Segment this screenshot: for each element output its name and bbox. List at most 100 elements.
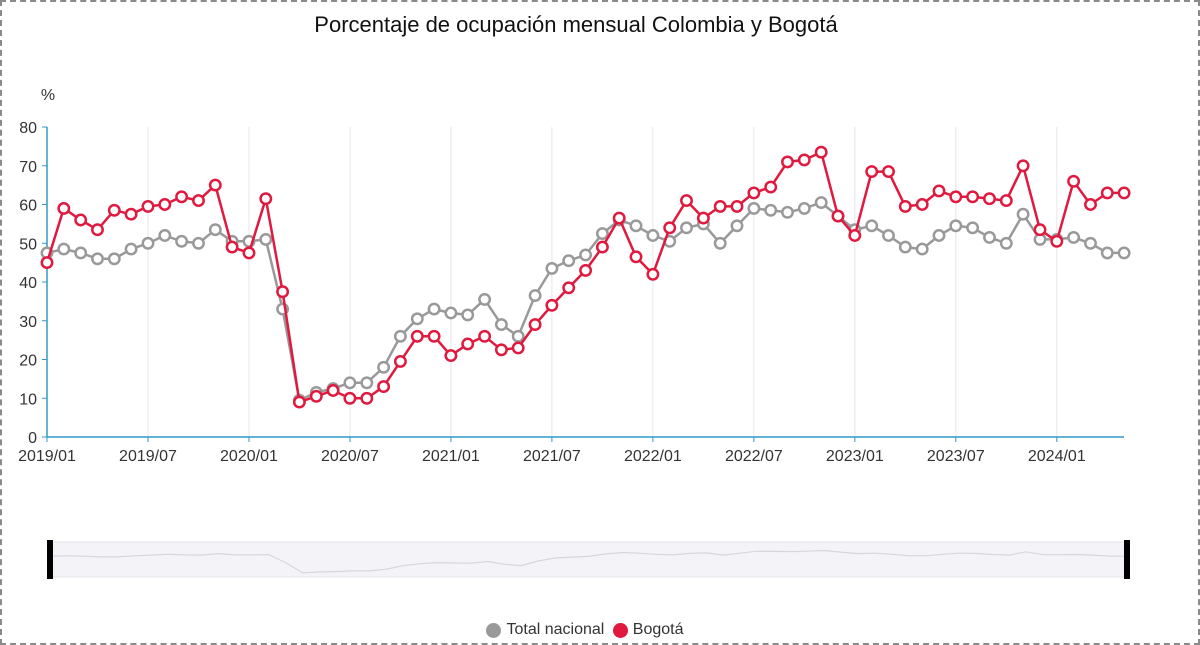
data-point-total-nacional[interactable]: [124, 242, 138, 256]
data-point-total-nacional[interactable]: [1067, 230, 1081, 244]
data-point-bogota[interactable]: [360, 391, 374, 405]
data-point-total-nacional[interactable]: [393, 329, 407, 343]
data-point-total-nacional[interactable]: [882, 229, 895, 242]
data-point-total-nacional[interactable]: [444, 306, 458, 320]
data-point-bogota[interactable]: [192, 194, 205, 208]
data-point-bogota[interactable]: [663, 221, 677, 235]
data-point-total-nacional[interactable]: [932, 229, 946, 242]
slider-handle-right[interactable]: [1124, 540, 1130, 579]
data-zoom-slider[interactable]: [47, 540, 1130, 579]
data-point-bogota[interactable]: [865, 165, 879, 179]
data-point-bogota[interactable]: [141, 199, 155, 213]
data-point-total-nacional[interactable]: [377, 360, 391, 374]
data-point-bogota[interactable]: [225, 240, 239, 254]
data-point-bogota[interactable]: [781, 155, 794, 169]
data-point-bogota[interactable]: [966, 190, 980, 204]
data-point-total-nacional[interactable]: [949, 219, 963, 233]
data-point-bogota[interactable]: [292, 395, 306, 409]
data-point-bogota[interactable]: [831, 209, 845, 223]
data-point-bogota[interactable]: [764, 180, 778, 194]
data-point-bogota[interactable]: [915, 198, 929, 211]
data-point-bogota[interactable]: [107, 203, 121, 217]
data-point-bogota[interactable]: [57, 201, 71, 215]
data-point-bogota[interactable]: [1100, 186, 1114, 200]
data-point-total-nacional[interactable]: [1117, 246, 1131, 260]
data-point-bogota[interactable]: [730, 199, 744, 213]
data-point-total-nacional[interactable]: [814, 196, 828, 210]
data-point-bogota[interactable]: [175, 190, 189, 204]
data-point-total-nacional[interactable]: [259, 232, 273, 246]
data-point-total-nacional[interactable]: [545, 261, 559, 275]
data-point-bogota[interactable]: [612, 211, 626, 225]
data-point-bogota[interactable]: [949, 190, 963, 204]
legend-item-total-nacional[interactable]: Total nacional: [486, 621, 604, 639]
data-point-bogota[interactable]: [158, 198, 172, 211]
data-point-bogota[interactable]: [276, 285, 290, 299]
data-point-total-nacional[interactable]: [983, 230, 996, 244]
data-point-bogota[interactable]: [377, 380, 391, 394]
data-point-total-nacional[interactable]: [797, 201, 811, 215]
data-point-bogota[interactable]: [461, 337, 475, 351]
data-point-total-nacional[interactable]: [360, 376, 374, 390]
data-point-total-nacional[interactable]: [343, 376, 357, 390]
data-point-bogota[interactable]: [797, 153, 811, 167]
data-point-total-nacional[interactable]: [192, 236, 205, 250]
data-point-bogota[interactable]: [696, 211, 710, 225]
data-point-bogota[interactable]: [713, 199, 727, 213]
data-point-bogota[interactable]: [932, 184, 946, 198]
data-point-bogota[interactable]: [1033, 223, 1047, 237]
data-point-bogota[interactable]: [309, 389, 323, 403]
data-point-total-nacional[interactable]: [1084, 236, 1097, 250]
data-point-bogota[interactable]: [1117, 186, 1131, 200]
data-point-bogota[interactable]: [528, 318, 542, 332]
data-point-total-nacional[interactable]: [528, 289, 542, 303]
data-point-total-nacional[interactable]: [461, 308, 475, 322]
data-point-total-nacional[interactable]: [478, 292, 492, 306]
data-point-total-nacional[interactable]: [107, 252, 121, 266]
data-point-total-nacional[interactable]: [1016, 207, 1030, 221]
data-point-total-nacional[interactable]: [646, 229, 660, 242]
data-point-total-nacional[interactable]: [865, 219, 879, 233]
data-point-bogota[interactable]: [848, 229, 862, 242]
data-point-total-nacional[interactable]: [494, 318, 508, 332]
data-point-bogota[interactable]: [124, 207, 138, 221]
data-point-total-nacional[interactable]: [158, 229, 172, 242]
data-point-total-nacional[interactable]: [208, 223, 222, 237]
data-point-bogota[interactable]: [1016, 159, 1030, 173]
data-point-bogota[interactable]: [494, 343, 508, 357]
data-point-bogota[interactable]: [1067, 174, 1081, 188]
data-point-total-nacional[interactable]: [629, 219, 643, 233]
data-point-total-nacional[interactable]: [141, 236, 155, 250]
data-point-bogota[interactable]: [259, 192, 273, 206]
data-point-total-nacional[interactable]: [713, 236, 727, 250]
data-point-bogota[interactable]: [74, 213, 88, 227]
data-point-total-nacional[interactable]: [427, 302, 441, 316]
data-point-bogota[interactable]: [1050, 234, 1064, 248]
data-point-total-nacional[interactable]: [680, 221, 693, 235]
data-point-total-nacional[interactable]: [915, 242, 929, 256]
data-point-total-nacional[interactable]: [579, 248, 593, 262]
data-point-total-nacional[interactable]: [764, 203, 778, 217]
data-point-bogota[interactable]: [747, 186, 761, 200]
data-point-bogota[interactable]: [983, 192, 996, 206]
data-point-bogota[interactable]: [393, 354, 407, 368]
data-point-bogota[interactable]: [814, 145, 828, 159]
data-point-total-nacional[interactable]: [74, 246, 88, 260]
data-point-total-nacional[interactable]: [747, 201, 761, 215]
data-point-bogota[interactable]: [478, 329, 492, 343]
data-point-total-nacional[interactable]: [511, 329, 525, 343]
legend-item-bogota[interactable]: Bogotá: [612, 621, 684, 639]
data-point-bogota[interactable]: [562, 281, 576, 295]
data-point-bogota[interactable]: [898, 199, 912, 213]
data-point-total-nacional[interactable]: [730, 219, 744, 233]
data-point-total-nacional[interactable]: [57, 242, 71, 256]
data-point-bogota[interactable]: [40, 256, 54, 270]
data-point-bogota[interactable]: [444, 349, 458, 363]
data-point-bogota[interactable]: [427, 329, 441, 343]
data-point-total-nacional[interactable]: [91, 252, 104, 266]
data-point-bogota[interactable]: [1084, 198, 1097, 211]
data-point-bogota[interactable]: [511, 341, 525, 355]
data-point-total-nacional[interactable]: [898, 240, 912, 254]
slider-track[interactable]: [49, 541, 1128, 578]
data-point-bogota[interactable]: [999, 194, 1013, 208]
